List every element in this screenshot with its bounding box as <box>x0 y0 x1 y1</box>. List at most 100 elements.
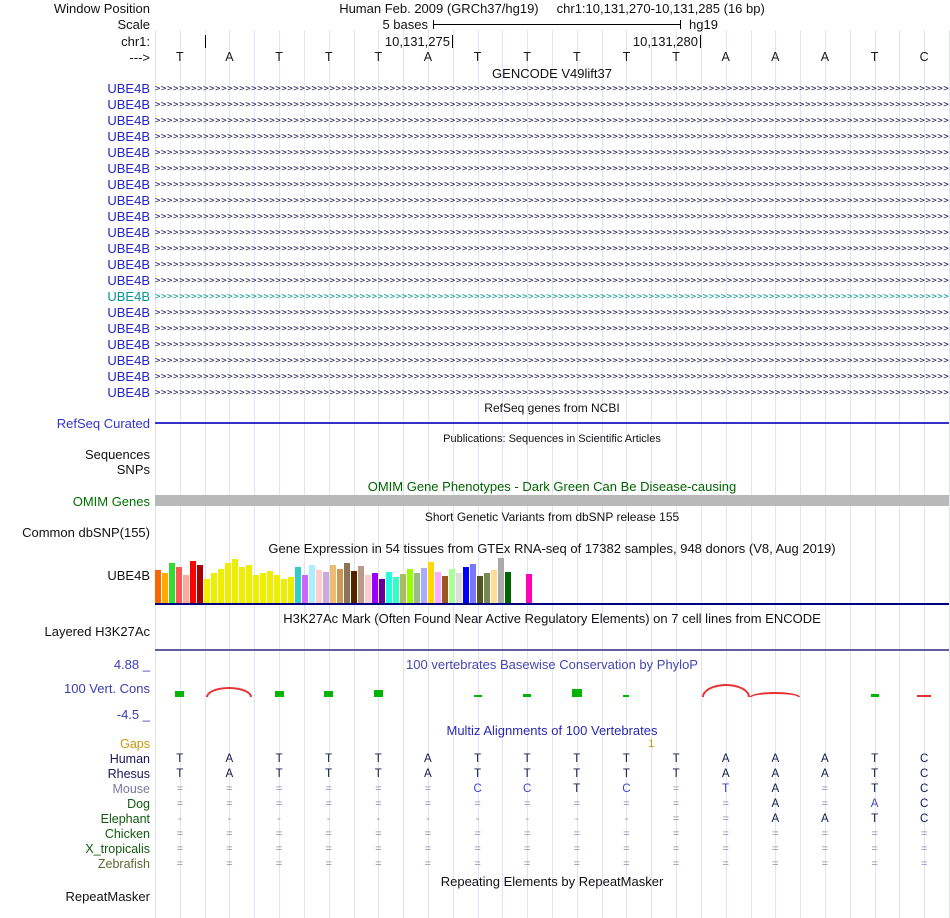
gene-label-9[interactable]: UBE4B <box>107 209 150 224</box>
gene-label-2[interactable]: UBE4B <box>107 97 150 112</box>
track-label-omim-genes[interactable]: OMIM Genes <box>72 494 150 509</box>
gene-label-4[interactable]: UBE4B <box>107 129 150 144</box>
alignment-base: = <box>424 783 432 795</box>
alignment-base: = <box>772 843 779 855</box>
gene-label-3[interactable]: UBE4B <box>107 113 150 128</box>
species-label-dog[interactable]: Dog <box>127 797 150 811</box>
species-label-rhesus[interactable]: Rhesus <box>107 767 150 781</box>
alignment-base: = <box>375 828 382 840</box>
gene-transcript-row[interactable]: >>>>>>>>>>>>>>>>>>>>>>>>>>>>>>>>>>>>>>>>… <box>155 164 949 174</box>
gene-transcript-row[interactable]: >>>>>>>>>>>>>>>>>>>>>>>>>>>>>>>>>>>>>>>>… <box>155 292 949 302</box>
gene-label-12[interactable]: UBE4B <box>107 257 150 272</box>
alignment-base: = <box>722 858 729 870</box>
gene-label-19[interactable]: UBE4B <box>107 369 150 384</box>
track-label-refseq-curated[interactable]: RefSeq Curated <box>56 416 150 431</box>
multiz-title: Multiz Alignments of 100 Vertebrates <box>446 723 658 738</box>
alignment-base: - <box>326 813 331 825</box>
gene-transcript-row[interactable]: >>>>>>>>>>>>>>>>>>>>>>>>>>>>>>>>>>>>>>>>… <box>155 324 949 334</box>
track-label-phylop[interactable]: 100 Vert. Cons <box>64 681 150 696</box>
alignment-base: = <box>772 828 779 840</box>
gene-label-6[interactable]: UBE4B <box>107 161 150 176</box>
gtex-bar <box>197 565 203 603</box>
alignment-base: = <box>672 843 680 855</box>
reference-base: T <box>523 50 532 64</box>
species-label-gaps[interactable]: Gaps <box>120 737 150 751</box>
grid-guideline <box>924 30 926 918</box>
alignment-base: T <box>275 768 283 780</box>
gene-transcript-row[interactable]: >>>>>>>>>>>>>>>>>>>>>>>>>>>>>>>>>>>>>>>>… <box>155 372 949 382</box>
gene-label-16[interactable]: UBE4B <box>107 321 150 336</box>
species-label-mouse[interactable]: Mouse <box>112 782 150 796</box>
track-label-gtex-gene[interactable]: UBE4B <box>107 568 150 583</box>
species-label-x_tropicalis[interactable]: X_tropicalis <box>85 842 150 856</box>
gene-label-8[interactable]: UBE4B <box>107 193 150 208</box>
track-label-sequences[interactable]: Sequences <box>84 447 150 462</box>
alignment-base: = <box>375 798 382 810</box>
gtex-bar <box>435 572 441 603</box>
alignment-base: = <box>375 843 382 855</box>
gene-transcript-row[interactable]: >>>>>>>>>>>>>>>>>>>>>>>>>>>>>>>>>>>>>>>>… <box>155 180 949 190</box>
gene-label-1[interactable]: UBE4B <box>107 81 150 96</box>
gene-transcript-row[interactable]: >>>>>>>>>>>>>>>>>>>>>>>>>>>>>>>>>>>>>>>>… <box>155 212 949 222</box>
alignment-base: T <box>176 753 184 765</box>
alignment-base: = <box>573 798 581 810</box>
phylop-green <box>571 689 582 697</box>
gene-label-5[interactable]: UBE4B <box>107 145 150 160</box>
alignment-base: = <box>623 843 630 855</box>
gencode-title: GENCODE V49lift37 <box>492 66 612 81</box>
gene-transcript-row[interactable]: >>>>>>>>>>>>>>>>>>>>>>>>>>>>>>>>>>>>>>>>… <box>155 308 949 318</box>
gene-transcript-row[interactable]: >>>>>>>>>>>>>>>>>>>>>>>>>>>>>>>>>>>>>>>>… <box>155 260 949 270</box>
gene-transcript-row[interactable]: >>>>>>>>>>>>>>>>>>>>>>>>>>>>>>>>>>>>>>>>… <box>155 244 949 254</box>
gene-transcript-row[interactable]: >>>>>>>>>>>>>>>>>>>>>>>>>>>>>>>>>>>>>>>>… <box>155 356 949 366</box>
alignment-base: T <box>573 768 581 780</box>
gtex-bar <box>477 576 483 603</box>
species-label-zebrafish[interactable]: Zebrafish <box>97 857 150 871</box>
gene-transcript-row[interactable]: >>>>>>>>>>>>>>>>>>>>>>>>>>>>>>>>>>>>>>>>… <box>155 388 949 398</box>
refseq-curated-item[interactable] <box>155 422 949 424</box>
alignment-base: A <box>771 753 780 765</box>
phylop-red-arc <box>206 687 253 697</box>
omim-item-bar[interactable] <box>155 495 949 506</box>
alignment-base: = <box>226 858 233 870</box>
gene-label-18[interactable]: UBE4B <box>107 353 150 368</box>
track-label-snps[interactable]: SNPs <box>116 462 150 477</box>
gene-label-7[interactable]: UBE4B <box>107 177 150 192</box>
gene-transcript-row[interactable]: >>>>>>>>>>>>>>>>>>>>>>>>>>>>>>>>>>>>>>>>… <box>155 340 949 350</box>
alignment-base: = <box>722 813 729 825</box>
alignment-base: C <box>920 813 929 825</box>
track-label-h3k27ac[interactable]: Layered H3K27Ac <box>44 624 150 639</box>
alignment-base: = <box>325 828 332 840</box>
gene-label-11[interactable]: UBE4B <box>107 241 150 256</box>
gene-label-10[interactable]: UBE4B <box>107 225 150 240</box>
alignment-base: = <box>672 783 680 795</box>
gene-transcript-row[interactable]: >>>>>>>>>>>>>>>>>>>>>>>>>>>>>>>>>>>>>>>>… <box>155 116 949 126</box>
gtex-bar <box>260 573 266 603</box>
gene-label-15[interactable]: UBE4B <box>107 305 150 320</box>
gene-label-20[interactable]: UBE4B <box>107 385 150 400</box>
chrom-label: chr1: <box>121 34 150 49</box>
phylop-green <box>324 691 334 697</box>
species-label-elephant[interactable]: Elephant <box>100 812 150 826</box>
gtex-bar <box>526 574 532 603</box>
gene-transcript-row[interactable]: >>>>>>>>>>>>>>>>>>>>>>>>>>>>>>>>>>>>>>>>… <box>155 276 949 286</box>
gtex-bar <box>253 575 259 603</box>
track-label-common-dbsnp[interactable]: Common dbSNP(155) <box>22 525 150 540</box>
gene-label-14[interactable]: UBE4B <box>107 289 150 304</box>
gene-transcript-row[interactable]: >>>>>>>>>>>>>>>>>>>>>>>>>>>>>>>>>>>>>>>>… <box>155 196 949 206</box>
species-label-chicken[interactable]: Chicken <box>104 827 150 841</box>
alignment-base: = <box>275 828 283 840</box>
gene-transcript-row[interactable]: >>>>>>>>>>>>>>>>>>>>>>>>>>>>>>>>>>>>>>>>… <box>155 84 949 94</box>
track-label-repeatmasker[interactable]: RepeatMasker <box>65 889 150 904</box>
gene-transcript-row[interactable]: >>>>>>>>>>>>>>>>>>>>>>>>>>>>>>>>>>>>>>>>… <box>155 132 949 142</box>
gene-label-13[interactable]: UBE4B <box>107 273 150 288</box>
alignment-base: T <box>622 768 630 780</box>
gtex-bar <box>407 569 413 603</box>
gene-transcript-row[interactable]: >>>>>>>>>>>>>>>>>>>>>>>>>>>>>>>>>>>>>>>>… <box>155 228 949 238</box>
gene-transcript-row[interactable]: >>>>>>>>>>>>>>>>>>>>>>>>>>>>>>>>>>>>>>>>… <box>155 148 949 158</box>
alignment-base: - <box>475 813 480 825</box>
gtex-bar <box>365 575 371 603</box>
gene-label-17[interactable]: UBE4B <box>107 337 150 352</box>
species-label-human[interactable]: Human <box>109 752 150 766</box>
alignment-base: T <box>672 753 680 765</box>
gene-transcript-row[interactable]: >>>>>>>>>>>>>>>>>>>>>>>>>>>>>>>>>>>>>>>>… <box>155 100 949 110</box>
